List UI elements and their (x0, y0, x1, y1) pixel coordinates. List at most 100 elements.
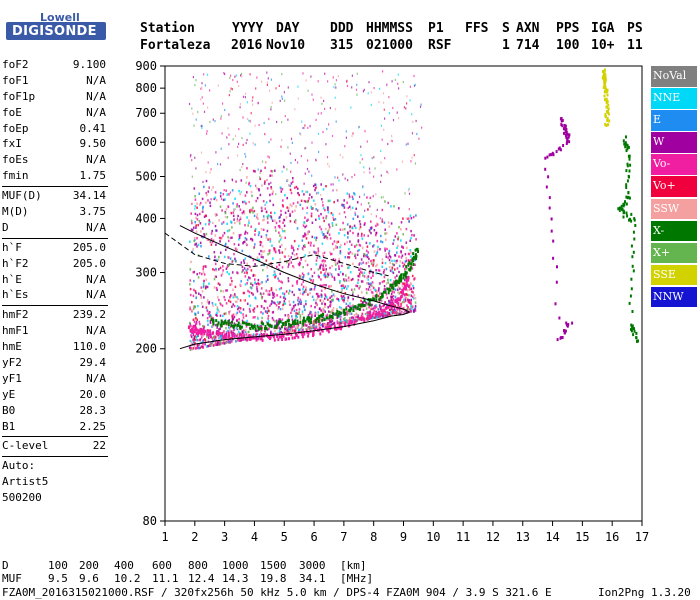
echo-point (232, 214, 235, 218)
echo-point (198, 192, 201, 195)
echo-point (302, 285, 305, 289)
trace-point (385, 306, 388, 310)
trace-point (301, 333, 304, 337)
echo-point (404, 268, 406, 271)
echo-point (216, 326, 218, 329)
echo-point (367, 288, 370, 291)
echo-point (388, 112, 391, 115)
trace-point (567, 323, 570, 326)
echo-point (403, 300, 405, 303)
echo-point (345, 130, 347, 133)
echo-point (276, 120, 278, 124)
echo-point (212, 336, 215, 339)
echo-point (310, 311, 313, 314)
echo-point (220, 274, 223, 277)
echo-point (333, 240, 336, 243)
echo-point (267, 317, 269, 320)
trace-point (293, 319, 296, 323)
trace-point (604, 114, 607, 118)
echo-point (414, 83, 416, 86)
echo-point (260, 206, 262, 209)
echo-point (356, 93, 358, 96)
echo-point (252, 206, 254, 209)
echo-point (219, 314, 222, 317)
footer-muf-value: 11.1 (152, 572, 179, 585)
echo-point (305, 237, 308, 240)
echo-point (313, 244, 315, 247)
echo-point (346, 192, 349, 195)
trace-point (363, 299, 366, 303)
echo-point (274, 329, 276, 333)
param-row: B1 2.25 (2, 420, 108, 436)
echo-point (211, 337, 214, 340)
echo-point (200, 286, 203, 289)
echo-point (201, 290, 204, 293)
echo-point (276, 265, 278, 269)
echo-point (304, 225, 306, 229)
y-tick-label: 700 (135, 106, 157, 120)
x-tick-label: 13 (516, 530, 530, 544)
echo-point (279, 186, 282, 189)
echo-point (410, 229, 412, 233)
echo-point (345, 306, 348, 309)
echo-point (212, 344, 215, 347)
trace-point (378, 310, 381, 314)
trace-point (410, 262, 412, 266)
echo-point (369, 205, 371, 208)
trace-point (237, 323, 239, 327)
echo-point (218, 268, 220, 271)
echo-point (319, 324, 322, 327)
trace-point (399, 298, 401, 302)
echo-point (307, 159, 309, 162)
echo-point (310, 304, 312, 308)
echo-point (189, 287, 192, 291)
echo-point (265, 259, 268, 262)
echo-point (322, 316, 325, 320)
echo-point (270, 288, 273, 292)
trace-point (620, 206, 623, 210)
echo-point (355, 243, 358, 247)
trace-point (343, 308, 346, 312)
echo-point (275, 332, 277, 336)
echo-point (323, 283, 325, 287)
trace-point (323, 318, 326, 322)
echo-point (225, 248, 227, 251)
echo-point (237, 243, 240, 246)
trace-point (337, 313, 340, 316)
echo-point (381, 258, 384, 261)
trace-point (562, 144, 565, 147)
trace-point (368, 313, 371, 317)
echo-point (279, 295, 282, 299)
echo-point (191, 175, 193, 178)
echo-point (331, 134, 334, 138)
echo-point (214, 213, 216, 216)
trace-point (562, 127, 565, 131)
echo-point (394, 288, 397, 291)
echo-point (394, 311, 397, 314)
echo-point (222, 290, 224, 293)
echo-point (388, 266, 391, 269)
y-tick-label: 400 (135, 211, 157, 225)
echo-point (237, 297, 239, 301)
echo-point (242, 143, 244, 146)
echo-point (198, 346, 200, 350)
echo-point (243, 271, 246, 274)
echo-point (260, 330, 262, 334)
param-value: 2.25 (79, 419, 107, 433)
echo-point (203, 73, 205, 76)
echo-point (196, 318, 198, 321)
echo-point (330, 295, 333, 298)
echo-point (391, 267, 394, 271)
x-tick-label: 3 (221, 530, 228, 544)
echo-point (224, 215, 226, 219)
trace-point (398, 278, 401, 282)
echo-point (392, 308, 394, 312)
echo-point (339, 281, 341, 284)
echo-point (232, 303, 234, 306)
trace-point (631, 310, 634, 313)
echo-point (237, 271, 239, 275)
echo-point (200, 336, 203, 339)
echo-point (212, 186, 214, 189)
echo-point (221, 236, 223, 239)
echo-point (315, 292, 318, 296)
